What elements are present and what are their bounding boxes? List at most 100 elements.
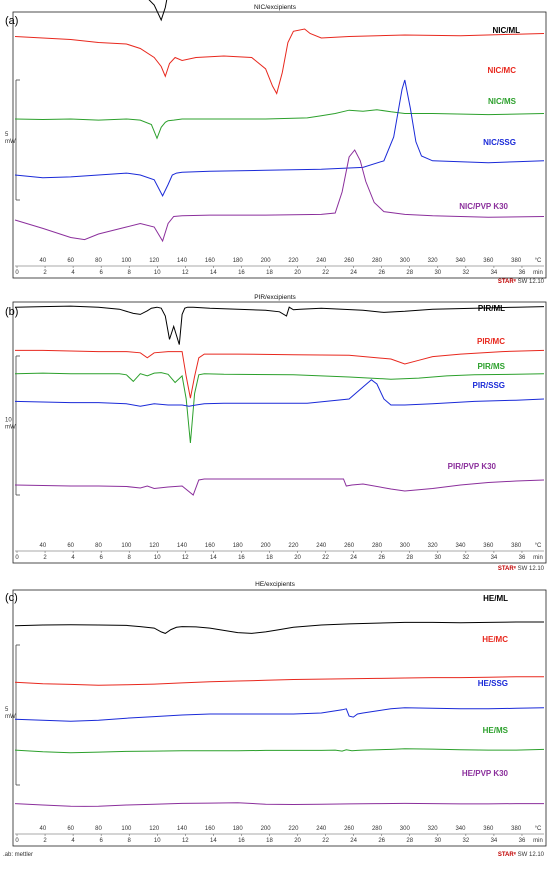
- series-label: HE/MC: [482, 635, 508, 644]
- x-tick-min: 2: [43, 555, 47, 561]
- x-tick-min: 8: [128, 838, 132, 844]
- series-label: NIC/MC: [488, 66, 517, 75]
- x-tick-min: 4: [71, 270, 75, 276]
- x-tick-celsius: 220: [288, 258, 299, 264]
- x-tick-min: 0: [15, 838, 19, 844]
- series-line-pir-ml: [14, 305, 545, 345]
- x-tick-min: 36: [519, 555, 526, 561]
- x-tick-celsius: °C: [535, 826, 542, 832]
- x-tick-min: 34: [491, 555, 498, 561]
- footer-left-label: .ab: mettler: [3, 852, 33, 858]
- x-tick-min: 6: [99, 555, 103, 561]
- x-tick-celsius: 160: [205, 543, 216, 549]
- software-label: STARᵉ SW 12.10: [498, 852, 545, 858]
- x-tick-min: 10: [154, 555, 161, 561]
- x-tick-celsius: 100: [121, 543, 132, 549]
- x-tick-min: min: [533, 270, 543, 276]
- chart-panel-2: PIR/excipients(b)10mWPIR/MLPIR/MCPIR/MSP…: [5, 294, 547, 572]
- x-tick-min: 20: [294, 838, 301, 844]
- x-tick-celsius: 340: [455, 826, 466, 832]
- x-tick-min: 20: [294, 270, 301, 276]
- series-label: NIC/MS: [488, 97, 517, 106]
- x-tick-min: 20: [294, 555, 301, 561]
- x-tick-celsius: 280: [372, 826, 383, 832]
- x-tick-celsius: °C: [535, 258, 542, 264]
- series-line-pir-ms: [14, 372, 545, 444]
- x-tick-min: 10: [154, 270, 161, 276]
- x-tick-celsius: 240: [316, 258, 327, 264]
- x-tick-celsius: 40: [39, 826, 46, 832]
- x-tick-celsius: 240: [316, 543, 327, 549]
- x-tick-celsius: 80: [95, 543, 102, 549]
- x-tick-celsius: 240: [316, 826, 327, 832]
- x-tick-min: 24: [350, 838, 357, 844]
- x-tick-celsius: 200: [261, 826, 272, 832]
- x-tick-min: 22: [322, 270, 329, 276]
- x-tick-celsius: 380: [511, 543, 522, 549]
- x-tick-celsius: 300: [400, 543, 411, 549]
- x-tick-celsius: 300: [400, 826, 411, 832]
- x-tick-celsius: 320: [428, 826, 439, 832]
- x-tick-min: 26: [378, 555, 385, 561]
- x-tick-min: 0: [15, 270, 19, 276]
- chart-title: PIR/excipients: [254, 294, 296, 301]
- x-tick-min: 16: [238, 838, 245, 844]
- x-tick-min: 12: [182, 838, 189, 844]
- x-tick-min: 12: [182, 270, 189, 276]
- series-line-he-pvp-k30: [14, 802, 544, 807]
- series-line-he-ms: [14, 748, 545, 754]
- x-tick-min: 16: [238, 555, 245, 561]
- x-tick-celsius: 120: [149, 258, 160, 264]
- x-tick-min: 2: [43, 270, 47, 276]
- x-tick-celsius: 180: [233, 543, 244, 549]
- x-tick-celsius: 320: [428, 258, 439, 264]
- series-line-pir-ssg: [14, 379, 545, 407]
- series-line-he-ml: [14, 621, 544, 634]
- x-tick-min: 22: [322, 838, 329, 844]
- chart-title: NIC/excipients: [254, 4, 297, 11]
- x-tick-celsius: 220: [288, 826, 299, 832]
- x-tick-min: 4: [71, 555, 75, 561]
- x-tick-celsius: 100: [121, 826, 132, 832]
- series-label: HE/MS: [483, 726, 509, 735]
- x-tick-celsius: 380: [511, 826, 522, 832]
- x-tick-min: 30: [434, 270, 441, 276]
- x-tick-celsius: 300: [400, 258, 411, 264]
- x-tick-celsius: 40: [39, 543, 46, 549]
- series-label: HE/SSG: [478, 679, 508, 688]
- plot-frame: [12, 301, 547, 564]
- panel-letter: (c): [5, 592, 18, 604]
- x-tick-min: min: [533, 838, 543, 844]
- x-tick-min: 18: [266, 838, 273, 844]
- x-tick-celsius: 380: [511, 258, 522, 264]
- chart-panel-1: NIC/excipients (a) 5mW NIC/ML NIC/MC NIC/MS NI…: [5, 0, 547, 285]
- series-label: PIR/ML: [478, 304, 505, 313]
- x-tick-min: 34: [491, 838, 498, 844]
- x-tick-celsius: 180: [233, 258, 244, 264]
- panel-letter: (a): [5, 15, 18, 27]
- x-tick-celsius: 140: [177, 258, 188, 264]
- x-tick-min: 36: [519, 838, 526, 844]
- x-tick-min: 12: [182, 555, 189, 561]
- x-tick-celsius: 360: [483, 543, 494, 549]
- x-tick-celsius: 60: [67, 258, 74, 264]
- series-line-nic-ssg: [14, 79, 545, 198]
- x-tick-min: 28: [406, 838, 413, 844]
- x-tick-min: 14: [210, 838, 217, 844]
- x-tick-min: 28: [406, 270, 413, 276]
- x-tick-min: 10: [154, 838, 161, 844]
- x-tick-min: 26: [378, 270, 385, 276]
- x-tick-celsius: 120: [149, 826, 160, 832]
- x-tick-celsius: 160: [205, 258, 216, 264]
- x-tick-celsius: 120: [149, 543, 160, 549]
- x-tick-celsius: 200: [261, 543, 272, 549]
- x-tick-min: 8: [128, 555, 132, 561]
- x-tick-celsius: 80: [95, 826, 102, 832]
- x-tick-celsius: 280: [372, 258, 383, 264]
- x-tick-celsius: 160: [205, 826, 216, 832]
- x-tick-min: 8: [128, 270, 132, 276]
- x-tick-min: 34: [491, 270, 498, 276]
- x-tick-celsius: 260: [344, 543, 355, 549]
- x-tick-min: 32: [463, 270, 470, 276]
